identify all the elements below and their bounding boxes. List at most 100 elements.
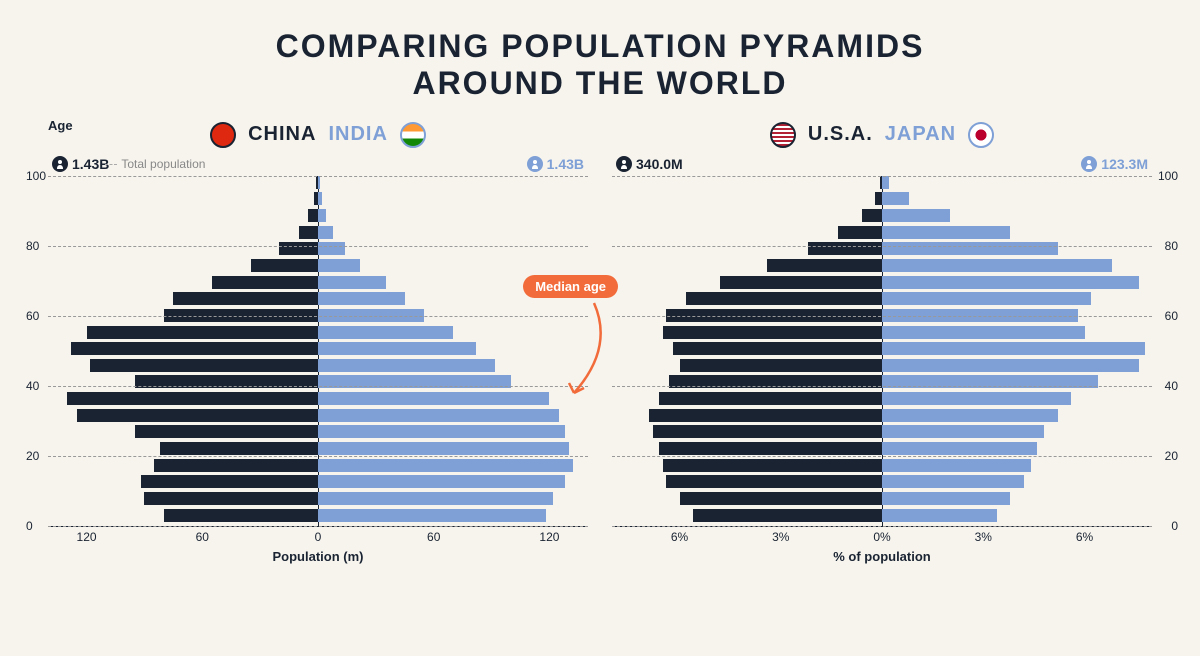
y-tick-label: 40 (1165, 379, 1178, 393)
age-bar-row (612, 276, 1152, 289)
bar-right (882, 459, 1031, 472)
bar-left (663, 459, 882, 472)
chart1-pop-row: 1.43B Total population 1.43B (48, 156, 588, 172)
grid-line (48, 386, 588, 387)
age-bar-row (48, 342, 588, 355)
age-bar-row (612, 475, 1152, 488)
age-bar-row (48, 326, 588, 339)
title-line-1: COMPARING POPULATION PYRAMIDS (0, 28, 1200, 65)
age-bar-row (48, 392, 588, 405)
grid-line (48, 456, 588, 457)
main-title: COMPARING POPULATION PYRAMIDS AROUND THE… (0, 28, 1200, 102)
age-bar-row (48, 459, 588, 472)
bar-left (875, 192, 882, 205)
person-icon (527, 156, 543, 172)
bar-left (154, 459, 318, 472)
y-tick-label: 80 (26, 239, 39, 253)
age-bar-row (48, 209, 588, 222)
bar-left (90, 359, 318, 372)
bar-right (882, 326, 1085, 339)
age-bar-row (612, 326, 1152, 339)
bar-left (663, 326, 882, 339)
y-tick-label: 60 (26, 309, 39, 323)
bar-left (299, 226, 318, 239)
grid-line (612, 526, 1152, 527)
grid-line (612, 316, 1152, 317)
x-tick-label: 60 (427, 530, 440, 544)
age-bar-row (612, 359, 1152, 372)
bar-right (318, 292, 405, 305)
age-bar-row (612, 342, 1152, 355)
bar-right (318, 276, 386, 289)
chart1-bars (48, 176, 588, 526)
age-bar-row (612, 242, 1152, 255)
chart2-pop-row: 340.0M 123.3M (612, 156, 1152, 172)
age-bar-row (48, 259, 588, 272)
grid-line (48, 246, 588, 247)
age-bar-row (48, 276, 588, 289)
grid-line (48, 316, 588, 317)
bar-left (680, 359, 883, 372)
y-tick-label: 100 (26, 169, 46, 183)
grid-line (612, 386, 1152, 387)
india-pop-value: 1.43B (547, 156, 584, 172)
grid-line (612, 456, 1152, 457)
title-line-2: AROUND THE WORLD (0, 65, 1200, 102)
china-total-pop: 1.43B Total population (52, 156, 205, 172)
usa-total-pop: 340.0M (616, 156, 683, 172)
bar-left (838, 226, 882, 239)
bar-left (164, 509, 318, 522)
bar-right (318, 176, 320, 189)
japan-total-pop: 123.3M (1081, 156, 1148, 172)
bar-right (318, 425, 565, 438)
pyramid-chart-china-india: Age CHINA INDIA 1.43B Total population 1… (48, 120, 588, 590)
japan-flag-icon (968, 122, 994, 148)
bar-right (882, 475, 1024, 488)
bar-left (67, 392, 318, 405)
x-tick-label: 120 (539, 530, 559, 544)
grid-line (612, 246, 1152, 247)
bar-right (882, 276, 1139, 289)
age-bar-row (612, 292, 1152, 305)
bar-left (659, 442, 882, 455)
bar-left (279, 242, 318, 255)
chart1-header: CHINA INDIA (48, 120, 588, 150)
bar-right (882, 392, 1071, 405)
person-icon (1081, 156, 1097, 172)
bar-right (882, 192, 909, 205)
age-bar-row (612, 259, 1152, 272)
bar-left (808, 242, 882, 255)
chart2-x-label: % of population (833, 549, 930, 564)
bar-right (318, 259, 360, 272)
age-bar-row (612, 226, 1152, 239)
country-label-japan: JAPAN (885, 123, 956, 146)
age-bar-row (48, 292, 588, 305)
bar-right (882, 342, 1145, 355)
bar-right (882, 442, 1037, 455)
grid-line (48, 176, 588, 177)
bar-right (882, 209, 950, 222)
age-bar-row (48, 176, 588, 189)
bar-left (666, 475, 882, 488)
age-bar-row (612, 176, 1152, 189)
age-bar-row (612, 509, 1152, 522)
bar-right (318, 326, 453, 339)
bar-left (653, 425, 883, 438)
bar-left (673, 342, 882, 355)
y-tick-label: 80 (1165, 239, 1178, 253)
bar-left (767, 259, 882, 272)
china-flag-icon (210, 122, 236, 148)
bar-right (882, 242, 1058, 255)
bar-right (318, 209, 326, 222)
x-tick-label: 6% (671, 530, 688, 544)
age-bar-row (48, 509, 588, 522)
y-tick-label: 20 (1165, 449, 1178, 463)
age-bar-row (48, 492, 588, 505)
bar-right (882, 359, 1139, 372)
bar-left (71, 342, 318, 355)
age-bar-row (48, 226, 588, 239)
person-icon (52, 156, 68, 172)
x-tick-label: 3% (975, 530, 992, 544)
bar-right (882, 492, 1010, 505)
age-bar-row (612, 492, 1152, 505)
